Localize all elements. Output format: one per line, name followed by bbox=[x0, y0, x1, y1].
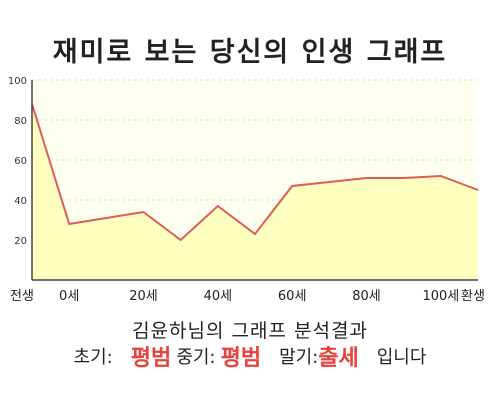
x-tick-label: 20세 bbox=[129, 289, 158, 304]
area-fill bbox=[32, 104, 478, 280]
y-tick-label: 80 bbox=[14, 116, 27, 127]
x-tick-label: 40세 bbox=[204, 289, 233, 304]
analysis-summary: 초기: 평범 중기: 평범 말기:출세 입니다 bbox=[0, 340, 500, 372]
x-tick-label: 환생 bbox=[461, 289, 485, 304]
x-tick-label: 80세 bbox=[352, 289, 381, 304]
late-value: 출세 bbox=[318, 346, 359, 371]
x-tick-label: 60세 bbox=[278, 289, 307, 304]
y-tick-label: 100 bbox=[8, 76, 27, 87]
x-tick-label: 100세 bbox=[422, 289, 459, 304]
middle-value: 평범 bbox=[220, 346, 262, 371]
life-chart: 20 40 60 80 100 전생 0세 20세 40세 60세 80세 100세 환생 bbox=[0, 68, 500, 308]
x-tick-label: 전생 bbox=[10, 289, 34, 304]
late-label: 말기: bbox=[279, 347, 319, 368]
life-chart-svg: 20 40 60 80 100 전생 0세 20세 40세 60세 80세 100세 환생 bbox=[8, 76, 485, 304]
page-title: 재미로 보는 당신의 인생 그래프 bbox=[52, 37, 448, 68]
x-tick-labels: 전생 0세 20세 40세 60세 80세 100세 환생 bbox=[10, 289, 485, 304]
y-tick-label: 60 bbox=[14, 156, 27, 167]
y-tick-label: 20 bbox=[14, 236, 27, 247]
middle-label: 중기: bbox=[176, 347, 216, 368]
x-tick-label: 0세 bbox=[59, 289, 79, 304]
early-label: 초기: bbox=[73, 347, 113, 368]
series-line bbox=[31, 103, 479, 242]
y-tick-labels: 20 40 60 80 100 bbox=[8, 76, 27, 247]
suffix-text: 입니다 bbox=[376, 347, 427, 368]
y-tick-label: 40 bbox=[14, 196, 27, 207]
early-value: 평범 bbox=[130, 346, 172, 371]
result-heading: 김윤하님의 그래프 분석결과 bbox=[132, 320, 368, 342]
